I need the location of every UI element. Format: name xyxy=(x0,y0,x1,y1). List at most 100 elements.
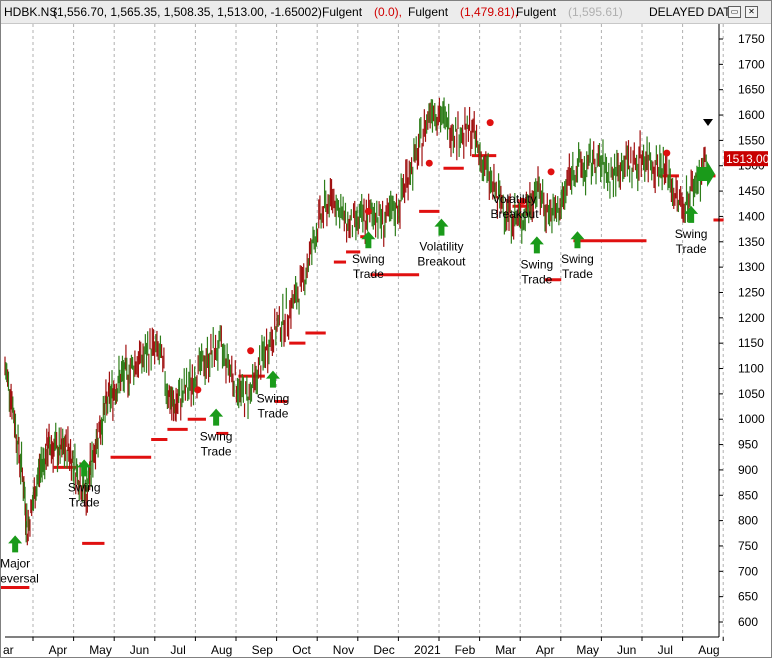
x-tick-label: May xyxy=(576,643,599,657)
y-tick-label: 1350 xyxy=(738,235,765,249)
x-tick-label: Nov xyxy=(333,643,354,657)
y-tick-label: 1250 xyxy=(738,285,765,299)
annotation-line-2: Trade xyxy=(69,495,100,509)
y-tick-label: 600 xyxy=(738,615,758,629)
vertical-grid xyxy=(32,24,724,637)
last-price-label: 1513.00 xyxy=(726,152,770,166)
ohlc-label: (1,556.70, 1,565.35, 1,508.35, 1,513.00,… xyxy=(53,5,326,19)
signal-dot xyxy=(519,197,527,205)
symbol-label: HDBK.NS xyxy=(4,5,58,19)
up-arrow-icon xyxy=(529,236,544,254)
x-tick-label: Apr xyxy=(536,643,555,657)
up-arrow-icon xyxy=(684,205,699,223)
up-arrow-icon xyxy=(361,231,376,249)
annotation-line-1: Swing xyxy=(68,480,101,494)
y-tick-label: 1700 xyxy=(738,57,765,71)
x-tick-label: Jul xyxy=(658,643,673,657)
annotation-line-2: Trade xyxy=(201,445,232,459)
x-tick-label: Jun xyxy=(130,643,149,657)
y-tick-label: 700 xyxy=(738,564,758,578)
x-tick-label: ar xyxy=(3,643,14,657)
annotation-line-1: Swing xyxy=(521,257,554,271)
y-tick-label: 1550 xyxy=(738,133,765,147)
annotation-line-1: Swing xyxy=(561,252,594,266)
restore-icon[interactable]: ▭ xyxy=(728,6,741,18)
y-tick-label: 1050 xyxy=(738,387,765,401)
annotation-line-2: Breakout xyxy=(491,207,540,221)
indicator-2-name: Fulgent xyxy=(408,5,449,19)
x-tick-label: Dec xyxy=(373,643,394,657)
annotation-line-2: Reversal xyxy=(1,571,39,585)
annotation-line-2: Trade xyxy=(676,242,707,256)
x-tick-label: Oct xyxy=(292,643,311,657)
x-tick-label: Feb xyxy=(455,643,476,657)
y-tick-label: 1450 xyxy=(738,184,765,198)
y-tick-label: 800 xyxy=(738,514,758,528)
y-tick-label: 1650 xyxy=(738,83,765,97)
signal-markers xyxy=(194,119,671,394)
annotation-line-1: Swing xyxy=(257,392,290,406)
annotation-line-2: Trade xyxy=(353,267,384,281)
y-tick-label: 1600 xyxy=(738,108,765,122)
y-tick-label: 1200 xyxy=(738,311,765,325)
x-tick-label: Jun xyxy=(617,643,636,657)
annotation-line-1: Swing xyxy=(352,252,385,266)
x-tick-label: Sep xyxy=(252,643,274,657)
x-tick-label: May xyxy=(89,643,112,657)
right-arrow-icon xyxy=(697,161,715,187)
y-tick-label: 850 xyxy=(738,488,758,502)
x-tick-label: Mar xyxy=(495,643,516,657)
annotation-line-1: Swing xyxy=(675,227,708,241)
y-tick-label: 1100 xyxy=(738,362,764,376)
indicator-2-value: (1,479.81), xyxy=(460,5,519,19)
price-series xyxy=(4,97,707,546)
annotation-line-1: Volatility xyxy=(493,192,537,206)
annotation-line-2: Trade xyxy=(562,267,593,281)
signal-dot xyxy=(194,386,202,394)
up-arrow-icon xyxy=(209,408,224,426)
annotation-line-1: Volatility xyxy=(419,240,463,254)
annotation-line-2: Trade xyxy=(521,272,552,286)
y-tick-label: 1150 xyxy=(738,336,764,350)
indicator-1-value: (0.0), xyxy=(374,5,403,19)
signal-dot xyxy=(425,159,433,167)
signal-dot xyxy=(547,168,555,176)
y-tick-label: 1400 xyxy=(738,209,765,223)
annotation-line-2: Breakout xyxy=(417,255,466,269)
signal-dot xyxy=(364,207,372,215)
y-tick-label: 1000 xyxy=(738,412,765,426)
y-tick-label: 750 xyxy=(738,539,758,553)
up-arrow-icon xyxy=(570,231,585,249)
y-tick-label: 1300 xyxy=(738,260,765,274)
annotations: MajorReversalSwingTradeSwingTradeSwingTr… xyxy=(1,192,707,585)
title-bar: HDBK.NS (1,556.70, 1,565.35, 1,508.35, 1… xyxy=(1,1,771,24)
x-tick-label: 2021 xyxy=(414,643,441,657)
up-arrow-icon xyxy=(434,218,449,236)
indicator-3-name: Fulgent xyxy=(516,5,557,19)
y-tick-label: 650 xyxy=(738,590,758,604)
delayed-data-label: DELAYED DATA xyxy=(649,5,738,19)
annotation-line-2: Trade xyxy=(258,407,289,421)
y-tick-label: 900 xyxy=(738,463,758,477)
signal-dot xyxy=(247,347,255,355)
up-arrow-icon xyxy=(8,535,23,553)
signal-dot xyxy=(663,149,671,157)
x-tick-label: Apr xyxy=(49,643,68,657)
annotation-line-1: Major xyxy=(1,556,30,570)
x-tick-label: Jul xyxy=(170,643,185,657)
up-arrow-icon xyxy=(77,459,92,477)
y-tick-label: 950 xyxy=(738,438,758,452)
x-tick-label: Aug xyxy=(211,643,232,657)
last-price-badge xyxy=(724,151,768,167)
indicator-3-value: (1,595.61) xyxy=(568,5,623,19)
close-icon[interactable]: ✕ xyxy=(745,6,758,18)
up-arrow-icon xyxy=(265,370,280,388)
x-tick-label: Aug xyxy=(698,643,719,657)
down-triangle-icon xyxy=(703,119,713,126)
signal-dot xyxy=(486,119,494,127)
y-tick-label: 1750 xyxy=(738,32,765,46)
indicator-1-name: Fulgent xyxy=(322,5,363,19)
trade-arrows xyxy=(8,119,715,553)
